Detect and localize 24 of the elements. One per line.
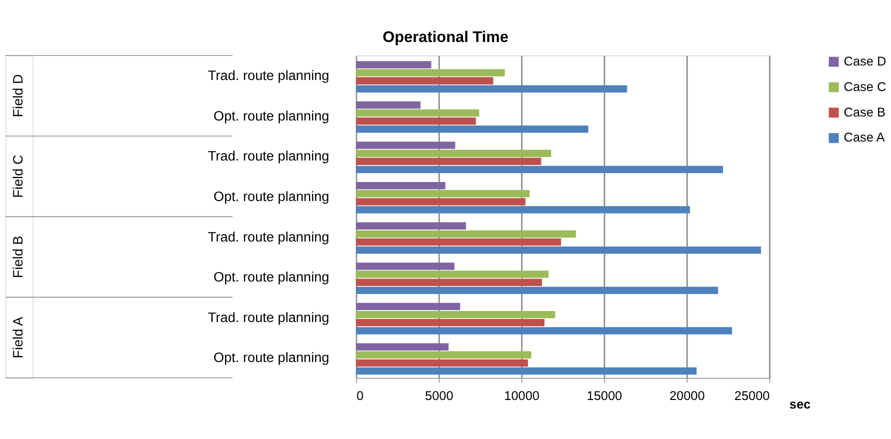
legend-label: Case A <box>844 130 886 145</box>
x-tick-label: 5000 <box>425 388 454 404</box>
x-tick-label: 25000 <box>734 388 770 404</box>
text: Field C <box>10 154 26 198</box>
text: Field A <box>10 316 26 358</box>
legend-label: Case D <box>844 53 886 68</box>
y-tick-label: Trad. route planning <box>208 68 330 84</box>
y-tick-label: Trad. route planning <box>208 229 330 244</box>
y-tick-label: Opt. route planning <box>213 270 330 285</box>
y-tick-label: Trad. route planning <box>208 148 330 164</box>
x-tick-label: 10000 <box>504 388 540 404</box>
text: Field D <box>10 74 26 118</box>
x-axis-title: sec <box>789 396 811 412</box>
y-tick-label: Trad. route planning <box>208 310 330 325</box>
chart-title: Operational Time <box>382 28 509 46</box>
x-tick-label: 0 <box>356 388 364 404</box>
text: Field B <box>10 236 26 278</box>
x-tick-label: 20000 <box>669 388 705 404</box>
legend-label: Case B <box>844 104 886 120</box>
y-tick-label: Opt. route planning <box>213 350 330 366</box>
legend-label: Case C <box>844 78 886 94</box>
y-tick-label: Opt. route planning <box>213 189 330 204</box>
y-tick-label: Opt. route planning <box>213 108 330 124</box>
x-tick-label: 15000 <box>586 388 622 404</box>
